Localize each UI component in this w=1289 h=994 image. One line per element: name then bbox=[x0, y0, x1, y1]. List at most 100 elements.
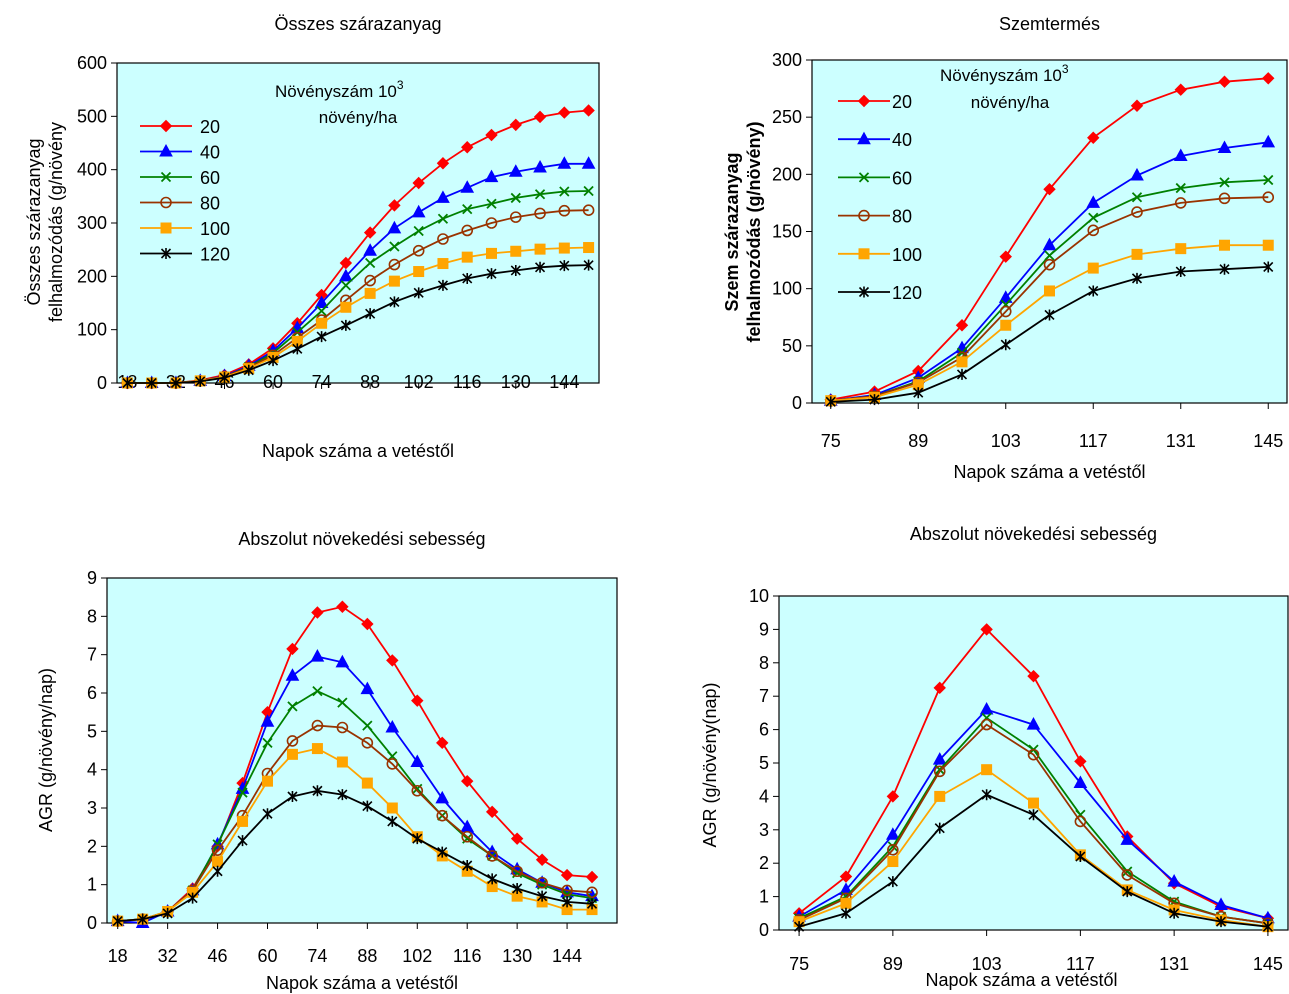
data-point bbox=[1087, 224, 1100, 237]
legend-marker bbox=[160, 171, 172, 183]
y-tick-label: 200 bbox=[77, 266, 107, 286]
data-point bbox=[460, 180, 475, 193]
data-point bbox=[560, 868, 574, 882]
legend-marker bbox=[159, 143, 173, 157]
data-point bbox=[340, 301, 352, 313]
data-point bbox=[1087, 262, 1099, 274]
data-point bbox=[533, 159, 547, 173]
data-point bbox=[869, 394, 880, 406]
y-tick-label: 10 bbox=[749, 586, 769, 606]
x-tick-label: 131 bbox=[1166, 431, 1196, 451]
chart-1: Összes szárazanyag0100200300400500600183… bbox=[24, 14, 600, 461]
data-point bbox=[437, 213, 449, 224]
data-point bbox=[486, 268, 497, 280]
data-point bbox=[336, 600, 349, 613]
series-120 bbox=[112, 785, 598, 927]
y-tick-label: 4 bbox=[87, 760, 97, 780]
data-point bbox=[562, 896, 573, 908]
data-point bbox=[934, 822, 945, 834]
legend-title: Növényszám 103 bbox=[940, 62, 1069, 85]
data-point bbox=[311, 743, 323, 755]
data-point bbox=[137, 913, 148, 925]
x-tick-label: 102 bbox=[402, 946, 432, 966]
data-point bbox=[1219, 263, 1230, 275]
data-point bbox=[212, 856, 224, 868]
data-point bbox=[267, 355, 279, 367]
y-tick-label: 4 bbox=[759, 786, 769, 806]
x-axis-label: Napok száma a vetéstől bbox=[262, 441, 454, 461]
x-axis-label: Napok száma a vetéstől bbox=[266, 973, 458, 993]
data-point bbox=[195, 375, 206, 387]
data-point bbox=[1074, 755, 1087, 768]
x-tick-label: 102 bbox=[404, 372, 434, 392]
data-point bbox=[981, 764, 993, 776]
data-point bbox=[586, 898, 598, 910]
data-point bbox=[386, 758, 399, 770]
legend-marker bbox=[858, 286, 870, 298]
series-100 bbox=[825, 239, 1274, 407]
data-point bbox=[361, 737, 374, 749]
data-point bbox=[583, 242, 595, 254]
legend-label: 60 bbox=[892, 168, 912, 188]
y-tick-label: 300 bbox=[77, 213, 107, 233]
legend-marker bbox=[160, 196, 172, 209]
series-20 bbox=[824, 72, 1275, 406]
data-point bbox=[339, 256, 353, 270]
x-tick-label: 60 bbox=[257, 946, 277, 966]
data-point bbox=[980, 718, 993, 731]
y-tick-label: 200 bbox=[772, 164, 802, 184]
y-tick-label: 0 bbox=[759, 920, 769, 940]
data-point bbox=[1120, 832, 1135, 845]
data-point bbox=[389, 296, 400, 308]
x-tick-label: 131 bbox=[1159, 954, 1189, 974]
data-point bbox=[312, 785, 323, 797]
data-point bbox=[583, 185, 594, 197]
data-point bbox=[509, 211, 522, 223]
legend-label: 60 bbox=[200, 168, 220, 188]
data-point bbox=[365, 308, 376, 320]
series-120 bbox=[122, 259, 594, 389]
data-point bbox=[170, 377, 182, 389]
data-point bbox=[933, 765, 946, 778]
data-point bbox=[1218, 192, 1231, 205]
data-point bbox=[559, 260, 570, 272]
y-tick-label: 0 bbox=[97, 373, 107, 393]
data-point bbox=[1173, 148, 1188, 162]
data-point bbox=[436, 809, 449, 822]
legend-title-unit: növény/ha bbox=[319, 108, 398, 127]
data-point bbox=[1000, 339, 1011, 351]
legend-marker bbox=[858, 209, 870, 222]
data-point bbox=[510, 832, 524, 845]
chart-title: Abszolut növekedési sebesség bbox=[910, 524, 1157, 544]
data-point bbox=[1028, 809, 1039, 821]
x-tick-label: 145 bbox=[1253, 954, 1283, 974]
x-tick-label: 60 bbox=[263, 372, 283, 392]
y-axis-label: Összes szárazanyag bbox=[24, 138, 44, 305]
data-point bbox=[1086, 195, 1101, 208]
data-point bbox=[219, 372, 230, 384]
data-point bbox=[1219, 239, 1230, 251]
data-point bbox=[486, 850, 498, 862]
data-point bbox=[261, 775, 273, 787]
y-axis-label: felhalmozódás (g/növény bbox=[46, 122, 66, 322]
data-point bbox=[187, 892, 198, 904]
data-point bbox=[388, 275, 400, 287]
x-tick-label: 116 bbox=[453, 372, 482, 392]
data-point bbox=[1043, 258, 1056, 271]
y-tick-label: 100 bbox=[77, 320, 107, 340]
data-point bbox=[1088, 212, 1099, 223]
y-tick-label: 3 bbox=[87, 798, 97, 818]
data-point bbox=[388, 199, 401, 212]
data-point bbox=[980, 623, 993, 636]
legend-label: 20 bbox=[200, 117, 220, 137]
data-point bbox=[316, 305, 327, 317]
data-point bbox=[1044, 309, 1055, 321]
data-point bbox=[237, 787, 248, 798]
data-point bbox=[558, 106, 571, 119]
legend: 20 40 60 80 100 120 bbox=[140, 117, 230, 265]
data-point bbox=[385, 719, 400, 733]
y-tick-label: 0 bbox=[792, 393, 802, 413]
data-point bbox=[955, 319, 969, 332]
data-point bbox=[887, 844, 899, 856]
y-tick-label: 9 bbox=[759, 619, 769, 639]
